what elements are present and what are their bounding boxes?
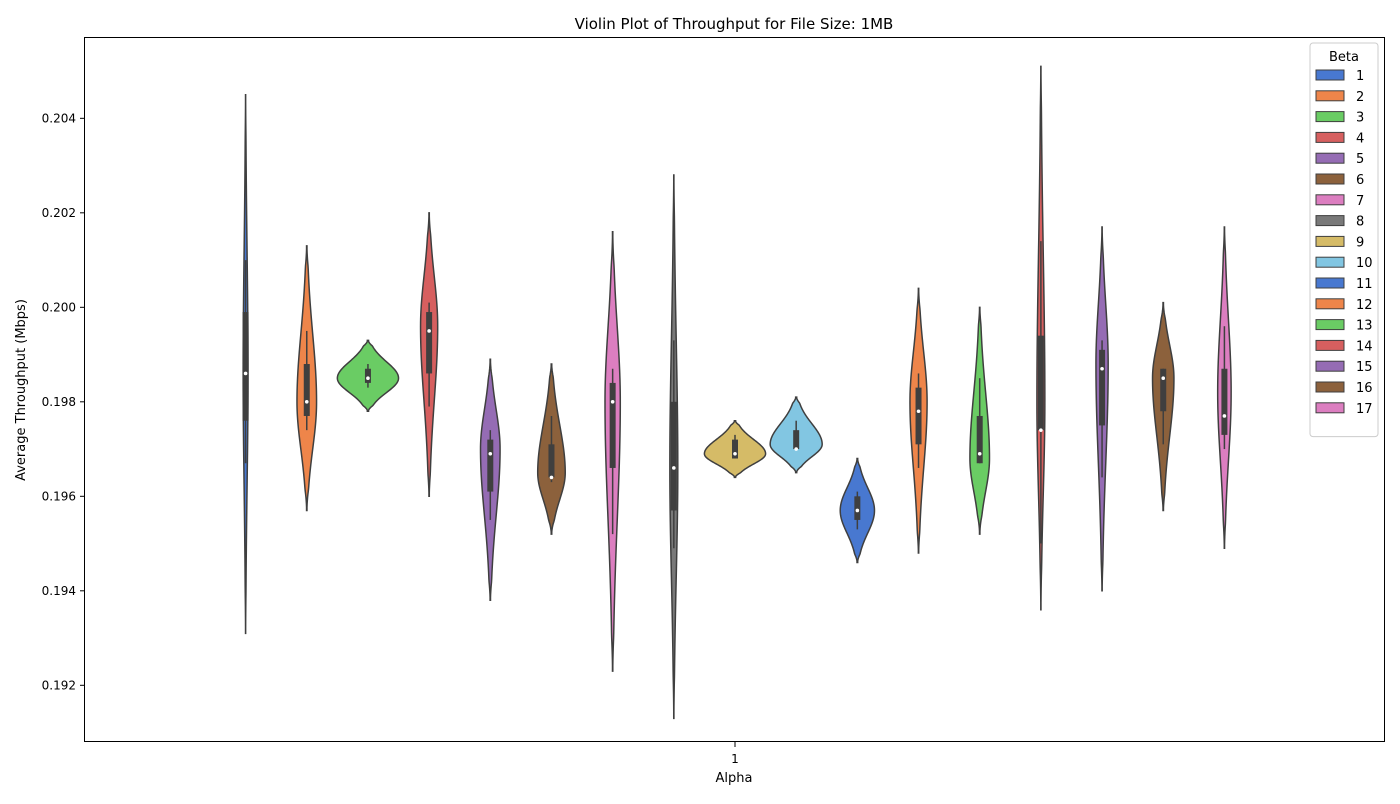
violin-median-dot xyxy=(855,508,860,513)
violin-iqr-box xyxy=(854,496,861,520)
legend-title: Beta xyxy=(1329,50,1359,65)
violin-median-dot xyxy=(304,400,309,404)
legend-label: 8 xyxy=(1356,215,1364,230)
violin-median-dot xyxy=(672,466,676,470)
y-tick-label: 0.204 xyxy=(42,111,76,125)
y-tick-label: 0.194 xyxy=(42,584,76,598)
violin-median-dot xyxy=(427,329,431,333)
legend-swatch xyxy=(1315,256,1345,268)
legend-swatch xyxy=(1315,277,1345,289)
violin-iqr-box xyxy=(1099,349,1106,426)
x-tick-label: 1 xyxy=(731,752,739,766)
legend-label: 2 xyxy=(1356,90,1364,105)
legend-label: 3 xyxy=(1356,111,1364,126)
y-tick-label: 0.192 xyxy=(42,678,76,692)
legend-label: 11 xyxy=(1356,277,1373,292)
legend-swatch xyxy=(1315,360,1345,372)
violin-median-dot xyxy=(549,475,554,480)
violin-median-dot xyxy=(610,400,615,404)
legend-swatch xyxy=(1315,339,1345,351)
x-axis-label: Alpha xyxy=(716,771,753,786)
violin-iqr-box xyxy=(670,401,677,511)
violin-median-dot xyxy=(1100,366,1104,371)
violin-iqr-box xyxy=(1160,368,1167,412)
violin-median-dot xyxy=(1039,428,1043,432)
legend-label: 6 xyxy=(1356,173,1364,188)
legend-label: 14 xyxy=(1356,339,1373,354)
violin-iqr-box xyxy=(732,439,738,459)
legend-label: 4 xyxy=(1356,131,1364,146)
violin-median-dot xyxy=(243,371,248,376)
chart-title: Violin Plot of Throughput for File Size:… xyxy=(575,15,894,33)
legend-label: 17 xyxy=(1356,402,1373,417)
violin-iqr-box xyxy=(915,387,922,445)
legend-swatch xyxy=(1315,111,1345,123)
y-tick-label: 0.200 xyxy=(42,300,76,314)
legend-label: 15 xyxy=(1356,360,1373,375)
legend-swatch xyxy=(1315,215,1345,227)
violin-iqr-box xyxy=(303,364,310,416)
legend-label: 16 xyxy=(1356,381,1373,396)
violin-iqr-box xyxy=(1221,368,1228,435)
legend-label: 7 xyxy=(1356,194,1364,209)
y-tick-label: 0.202 xyxy=(42,206,76,220)
violin-median-dot xyxy=(488,451,493,456)
legend-label: 9 xyxy=(1356,235,1364,250)
violin-iqr-box xyxy=(609,382,616,468)
legend-swatch xyxy=(1315,298,1345,310)
legend-swatch xyxy=(1315,381,1345,393)
legend-label: 1 xyxy=(1356,69,1364,84)
legend-swatch xyxy=(1315,194,1345,206)
violin-iqr-box xyxy=(487,439,494,492)
legend-swatch xyxy=(1315,90,1345,102)
y-axis: 0.192 0.194 0.196 0.198 0.200 0.202 0.204 xyxy=(42,111,85,692)
y-axis-label: Average Throughput (Mbps) xyxy=(14,299,29,481)
legend-swatch xyxy=(1315,235,1345,247)
violin-median-dot xyxy=(916,409,921,414)
x-axis: 1 xyxy=(731,742,739,766)
violin-median-dot xyxy=(794,447,798,451)
violin-iqr-box xyxy=(1037,335,1044,431)
violin-iqr-box xyxy=(793,430,800,450)
violin-median-dot xyxy=(733,451,737,456)
violin-median-dot xyxy=(977,451,982,456)
legend-swatch xyxy=(1315,69,1345,81)
violin-group xyxy=(242,65,1232,720)
legend-swatch xyxy=(1315,402,1345,414)
violin-median-dot xyxy=(1161,376,1166,380)
legend-swatch xyxy=(1315,131,1345,143)
legend-swatch xyxy=(1315,152,1345,164)
violin-iqr-box xyxy=(976,415,983,464)
violin-iqr-box xyxy=(548,444,555,478)
legend-label: 13 xyxy=(1356,319,1373,334)
plot-frame xyxy=(84,37,1385,742)
violin-iqr-box xyxy=(426,312,433,374)
legend-label: 5 xyxy=(1356,152,1364,167)
y-tick-label: 0.198 xyxy=(42,395,76,409)
violin-median-dot xyxy=(1222,414,1227,418)
legend-label: 12 xyxy=(1356,298,1373,313)
violin-iqr-box xyxy=(364,368,371,383)
legend-swatch xyxy=(1315,319,1345,331)
legend-label: 10 xyxy=(1356,256,1373,271)
violin-iqr-box xyxy=(242,312,249,421)
y-tick-label: 0.196 xyxy=(42,489,76,503)
violin-median-dot xyxy=(366,376,370,380)
legend-swatch xyxy=(1315,173,1345,185)
